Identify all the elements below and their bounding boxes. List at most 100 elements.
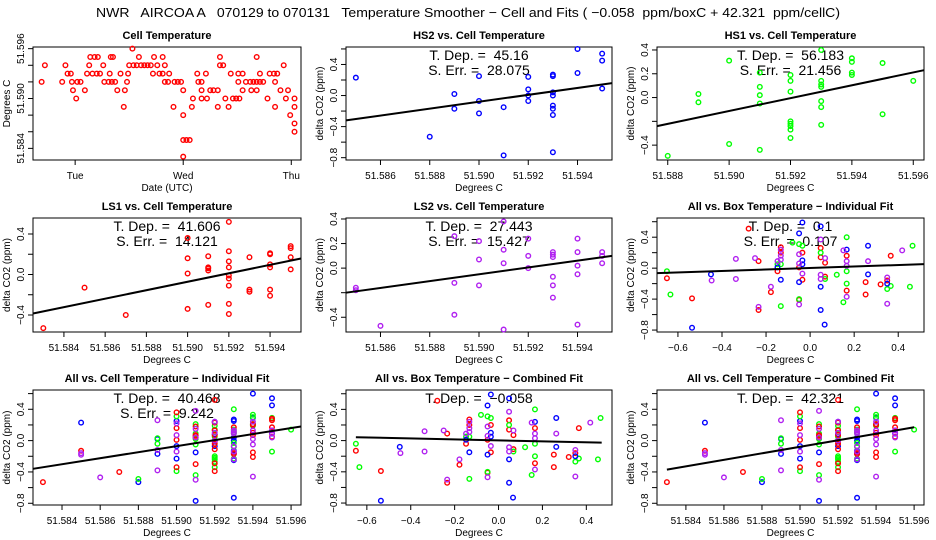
hs1-point [787, 134, 794, 141]
y-tick-label: 0.0 [640, 90, 651, 104]
ls1-point [39, 479, 46, 486]
ls2-point [506, 448, 513, 455]
hs2-point [484, 451, 491, 458]
cell-temperature-point [147, 62, 154, 69]
ls1-point [663, 275, 670, 282]
ls1-point [246, 286, 253, 293]
cell-temperature-point [135, 53, 142, 60]
cell-temperature-point [222, 95, 229, 102]
hs1-point [796, 296, 803, 303]
ls1-point [777, 249, 784, 256]
ls2-point [487, 443, 494, 450]
ls2-point [873, 441, 880, 448]
series-hs2 [377, 391, 579, 504]
hs2-point [599, 57, 606, 64]
cell-temperature-point [144, 62, 151, 69]
cell-temperature-point [138, 62, 145, 69]
x-axis-label: Degrees C [143, 528, 191, 539]
ls1-point [205, 265, 212, 272]
cell-temperature-point [156, 70, 163, 77]
hs2-point [500, 104, 507, 111]
ls1-point [572, 450, 579, 457]
ls2-point [484, 474, 491, 481]
ls2-point [466, 418, 473, 425]
x-axis-label: Degrees C [455, 528, 503, 539]
hs1-point [848, 69, 855, 76]
cell-temperature-point [180, 87, 187, 94]
hs2-point [843, 246, 850, 253]
ls1-point [444, 430, 451, 437]
ls1-point [205, 267, 212, 274]
ls2-point [154, 467, 161, 474]
ls1-point [689, 295, 696, 302]
panel-all-vs-cell-temperature-combined-fit: All vs. Cell Temperature − Combined Fit T… [626, 373, 930, 539]
hs2-point [816, 449, 823, 456]
ls1-point [531, 425, 538, 432]
ls2-point [510, 427, 517, 434]
ls2-point [230, 448, 237, 455]
hs2-point [192, 497, 199, 504]
ls2-point [574, 262, 581, 269]
hs2-point [484, 402, 491, 409]
hs2-point [173, 455, 180, 462]
hs1-point [572, 458, 579, 465]
ls1-point [211, 396, 218, 403]
hs2-point [574, 45, 581, 52]
ls2-point [192, 434, 199, 441]
ls2-point [873, 473, 880, 480]
ls1-point [835, 396, 842, 403]
ls2-point [78, 451, 85, 458]
ls2-point [599, 260, 606, 267]
hs1-point [758, 475, 765, 482]
ls1-point [173, 464, 180, 471]
cell-temperature-point [250, 78, 257, 85]
cell-temperature-point [287, 112, 294, 119]
y-axis-label: delta CO2 (ppm) [626, 411, 637, 485]
y-tick-label: 0.4 [640, 402, 651, 416]
hs1-point [664, 152, 671, 159]
ls2-point [549, 251, 556, 258]
y-axis-label: Degrees C [2, 80, 13, 128]
cell-temperature-point [62, 62, 69, 69]
panel-title: HS2 vs. Cell Temperature [413, 30, 545, 42]
x-axis-label: Degrees C [767, 183, 815, 194]
hs1-point [756, 92, 763, 99]
ls1-point [116, 468, 123, 475]
ls2-point [799, 270, 806, 277]
hs2-point [78, 419, 85, 426]
x-tick-label: 51.586 [90, 343, 121, 354]
ls2-point [500, 246, 507, 253]
ls1-point [377, 468, 384, 475]
x-tick-label: 51.588 [414, 171, 445, 182]
ls2-point [97, 474, 104, 481]
ls1-point [40, 325, 47, 332]
y-tick-label: 0.0 [329, 261, 340, 275]
ls1-point [444, 479, 451, 486]
x-tick-label: 51.594 [255, 343, 286, 354]
cell-temperature-point [86, 62, 93, 69]
ls2-point [835, 429, 842, 436]
hs1-point [230, 406, 237, 413]
cell-temperature-point [189, 95, 196, 102]
series-ls1 [40, 218, 294, 332]
y-tick-label: 0.4 [16, 402, 27, 416]
hs1-point [777, 435, 784, 442]
fit-line [345, 254, 613, 294]
ls2-point [549, 294, 556, 301]
t-dep-annotation: T. Dep. = 56.183 [737, 47, 844, 63]
cell-temperature-point [109, 53, 116, 60]
y-tick-label: 0.0 [329, 433, 340, 447]
x-axis-label: Degrees C [767, 355, 815, 366]
x-tick-label: 51.588 [123, 516, 154, 527]
y-tick-label: 51.584 [16, 133, 27, 164]
ls1-point [225, 282, 232, 289]
cell-temperature-point [67, 70, 74, 77]
ls2-point [352, 284, 359, 291]
x-tick-label: −0.6 [357, 516, 377, 527]
x-tick-label: 51.584 [49, 343, 80, 354]
cell-temperature-point [225, 103, 232, 110]
cell-temperature-point [114, 87, 121, 94]
ls2-point [817, 275, 824, 282]
ls2-point [249, 427, 256, 434]
series-ls2 [701, 407, 899, 483]
